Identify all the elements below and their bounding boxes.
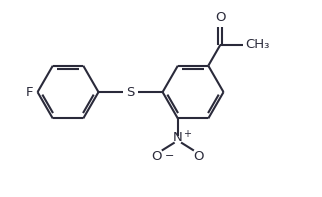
Text: −: − <box>164 151 174 161</box>
Text: O: O <box>215 11 226 24</box>
Text: S: S <box>126 85 135 98</box>
Text: F: F <box>25 85 33 98</box>
Text: CH₃: CH₃ <box>245 38 270 51</box>
Text: N: N <box>173 131 183 144</box>
Text: +: + <box>183 129 191 139</box>
Text: O: O <box>194 151 204 164</box>
Text: O: O <box>152 151 162 164</box>
